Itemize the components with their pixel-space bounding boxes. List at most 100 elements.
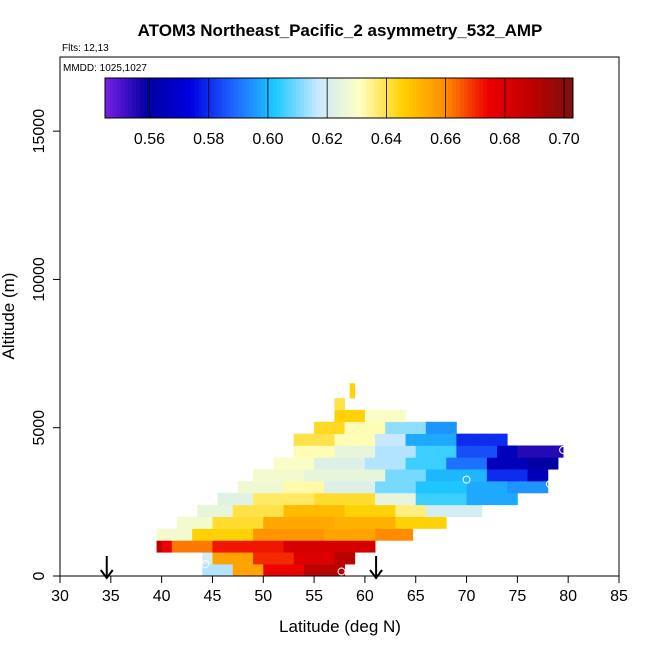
- heatmap-cell: [491, 445, 498, 458]
- heatmap-cell: [410, 481, 417, 494]
- heatmap-cell: [232, 564, 239, 577]
- colorbar-swatch: [261, 78, 266, 118]
- heatmap-cell: [273, 552, 279, 565]
- heatmap-cell: [227, 516, 234, 529]
- heatmap-cell: [425, 481, 432, 494]
- heatmap-cell: [558, 445, 564, 458]
- heatmap-cell: [303, 469, 310, 482]
- heatmap-cell: [192, 528, 198, 541]
- heatmap-cell: [263, 516, 269, 529]
- colorbar-swatch: [409, 78, 414, 118]
- colorbar-swatch: [108, 78, 114, 118]
- heatmap-cell: [349, 433, 356, 446]
- heatmap-cell: [197, 516, 203, 529]
- heatmap-cell: [354, 469, 361, 482]
- heatmap-cell: [420, 433, 427, 446]
- heatmap-cell: [369, 481, 376, 494]
- heatmap-cell: [319, 492, 325, 506]
- heatmap-cell: [507, 445, 513, 458]
- heatmap-cell: [273, 457, 279, 470]
- heatmap-cell: [461, 457, 467, 470]
- colorbar-swatch: [245, 78, 250, 118]
- heatmap-cell: [319, 552, 325, 565]
- heatmap-cell: [293, 445, 300, 458]
- heatmap-cell: [354, 457, 361, 470]
- heatmap-cell: [212, 528, 218, 541]
- heatmap-cell: [217, 540, 224, 553]
- heatmap-cell: [319, 421, 325, 434]
- heatmap-cell: [430, 445, 437, 458]
- colorbar-swatch: [253, 78, 258, 118]
- heatmap-cell: [217, 516, 224, 529]
- heatmap-cell: [354, 481, 361, 494]
- colorbar-swatch: [237, 78, 242, 118]
- arrow-head: [369, 569, 383, 580]
- heatmap-cell: [253, 469, 259, 482]
- colorbar-swatch: [495, 78, 500, 118]
- heatmap-cell: [283, 564, 290, 577]
- colorbar-swatch: [257, 78, 262, 118]
- heatmap-cell: [187, 540, 193, 553]
- heatmap-cell: [278, 469, 284, 482]
- heatmap-cell: [212, 504, 218, 517]
- heatmap-cell: [227, 552, 234, 565]
- colorbar-swatch: [319, 78, 324, 118]
- plot-frame: [59, 56, 620, 577]
- heatmap-cell: [359, 528, 366, 541]
- colorbar-swatch: [405, 78, 410, 118]
- heatmap-cell: [476, 492, 483, 506]
- heatmap-cell: [354, 445, 361, 458]
- heatmap-cell: [390, 504, 396, 517]
- heatmap-cell: [278, 504, 284, 517]
- heatmap-cell: [476, 433, 483, 446]
- heatmap-cell: [288, 528, 295, 541]
- heatmap-cell: [359, 409, 366, 423]
- heatmap-cell: [354, 540, 361, 553]
- heatmap-cell: [283, 552, 290, 565]
- heatmap-cell: [334, 564, 340, 577]
- heatmap-cell: [334, 516, 340, 529]
- heatmap-cell: [359, 516, 366, 529]
- heatmap-cell: [232, 504, 239, 517]
- colorbar-swatch: [487, 78, 492, 118]
- heatmap-cell: [364, 457, 371, 470]
- heatmap-cell: [446, 457, 452, 470]
- heatmap-cell: [441, 516, 447, 529]
- heatmap-cell: [309, 457, 315, 470]
- heatmap-cell: [202, 516, 208, 529]
- heatmap-cell: [395, 409, 401, 423]
- heatmap-cell: [491, 433, 498, 446]
- heatmap-cell: [532, 457, 539, 470]
- heatmap-cell: [369, 457, 376, 470]
- heatmap-cell: [314, 445, 320, 458]
- heatmap-cell: [283, 481, 290, 494]
- heatmap-cell: [502, 457, 508, 470]
- heatmap-cell: [268, 552, 274, 565]
- heatmap-cell: [232, 540, 239, 553]
- colorbar-swatch: [366, 78, 371, 118]
- heatmap-cell: [471, 492, 478, 506]
- colorbar-swatch: [456, 78, 461, 118]
- heatmap-cell: [349, 504, 356, 517]
- heatmap-cell: [283, 540, 290, 553]
- heatmap-cell: [369, 433, 376, 446]
- colorbar-swatch: [116, 78, 122, 118]
- colorbar-swatch: [350, 78, 356, 118]
- heatmap-cell: [202, 552, 208, 565]
- heatmap-cell: [436, 433, 442, 446]
- sample-circle: [154, 555, 163, 564]
- heatmap-cell: [334, 552, 340, 565]
- x-tick-label: 65: [407, 588, 425, 605]
- heatmap-cell: [542, 445, 549, 458]
- heatmap-cell: [156, 528, 163, 541]
- heatmap-cell: [395, 504, 401, 517]
- heatmap-cell: [405, 421, 412, 434]
- heatmap-cell: [405, 433, 412, 446]
- heatmap-cell: [222, 504, 229, 517]
- heatmap-cell: [176, 516, 183, 529]
- heatmap-cell: [314, 504, 320, 517]
- heatmap-cell: [497, 492, 503, 506]
- heatmap-cell: [227, 528, 234, 541]
- colorbar-swatch: [428, 78, 434, 118]
